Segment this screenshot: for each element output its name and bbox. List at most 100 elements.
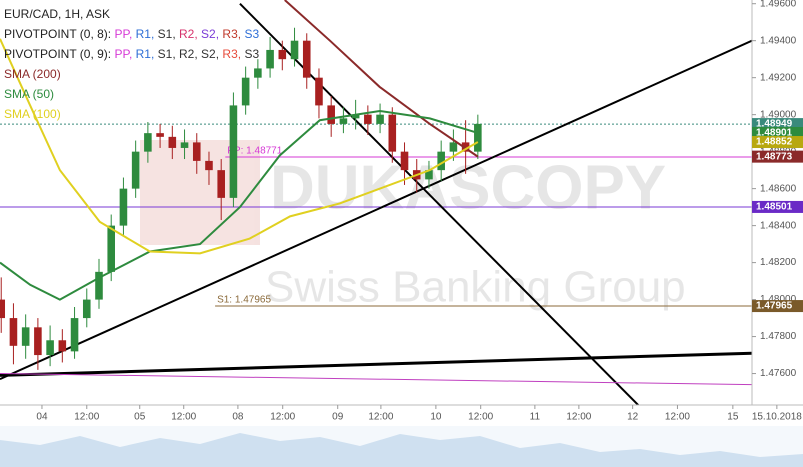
y-axis: 1.496001.494001.492001.490001.488001.486… bbox=[752, 0, 803, 379]
candle-body bbox=[58, 340, 67, 352]
legend-pivot-part: R3, bbox=[222, 47, 241, 61]
sma-line bbox=[0, 38, 479, 255]
price-label-box bbox=[752, 136, 803, 149]
x-tick-label: 05 bbox=[134, 412, 146, 423]
candle-body bbox=[82, 299, 91, 319]
watermark-brand: DUKASCOPY bbox=[270, 153, 666, 222]
legend-pivot-part: R1, bbox=[136, 27, 155, 41]
price-label-box bbox=[752, 150, 803, 163]
candle-body bbox=[388, 114, 397, 152]
y-tick-label: 1.49000 bbox=[760, 109, 797, 120]
candle-body bbox=[425, 170, 433, 180]
price-label: 1.48852 bbox=[756, 137, 793, 148]
candle-body bbox=[461, 142, 470, 152]
candle-body bbox=[229, 105, 238, 198]
x-tick-label: 12:00 bbox=[74, 412, 99, 423]
price-label-box bbox=[752, 200, 803, 213]
legend-pivot-part: S1, bbox=[158, 47, 176, 61]
candle-body bbox=[241, 77, 250, 106]
candle-body bbox=[107, 225, 115, 272]
sma-line bbox=[284, 0, 479, 158]
legend-pivot-part: R1, bbox=[136, 47, 155, 61]
y-tick-label: 1.48200 bbox=[760, 257, 797, 268]
candle-body bbox=[156, 133, 164, 137]
candle-body bbox=[70, 318, 79, 352]
x-tick-label: 12:00 bbox=[171, 412, 196, 423]
price-label: 1.47965 bbox=[756, 301, 793, 312]
y-tick-label: 1.47600 bbox=[760, 368, 797, 379]
legend-pivot-part: PIVOTPOINT (0, 9): bbox=[4, 47, 111, 61]
candle-body bbox=[266, 49, 274, 69]
candle-body bbox=[254, 68, 262, 78]
x-tick-label: 10 bbox=[430, 412, 442, 423]
candle-body bbox=[302, 40, 311, 78]
candle-body bbox=[46, 340, 54, 356]
y-tick-label: 1.49200 bbox=[760, 72, 797, 83]
candle-body bbox=[327, 105, 335, 124]
candle-body bbox=[34, 327, 42, 356]
candle-body bbox=[205, 160, 213, 171]
x-tick-label: 12 bbox=[627, 412, 639, 423]
legend-pivot-part: S3 bbox=[244, 27, 259, 41]
legend-series: SMA (100) bbox=[4, 107, 61, 121]
x-tick-label: 09 bbox=[332, 412, 344, 423]
legend-pivot-part: R3, bbox=[222, 27, 241, 41]
x-tick-label: 12:00 bbox=[566, 412, 591, 423]
legend-pivot: PIVOTPOINT (0, 8): PP, R1, S1, R2, S2, R… bbox=[4, 27, 259, 41]
legend-pivot-part: S2, bbox=[201, 27, 219, 41]
level-label: S1: 1.47965 bbox=[217, 295, 271, 306]
level-label: PP: 1.48771 bbox=[227, 146, 282, 157]
candle-body bbox=[315, 77, 323, 106]
candle-body bbox=[290, 40, 299, 60]
legend-pivot-part: S1, bbox=[158, 27, 176, 41]
legend-title: EUR/CAD, 1H, ASK bbox=[4, 7, 110, 21]
candle-body bbox=[180, 142, 189, 148]
candle-body bbox=[119, 188, 128, 226]
legend-pivot-part: R2, bbox=[179, 27, 198, 41]
candle-body bbox=[168, 136, 177, 148]
legend-pivot-part: PP, bbox=[114, 47, 132, 61]
trend-line bbox=[0, 351, 752, 377]
x-tick-label: 11 bbox=[530, 412, 541, 423]
price-label-box bbox=[752, 300, 803, 313]
candle-body bbox=[339, 118, 348, 124]
legend-pivot-part: S2, bbox=[201, 47, 219, 61]
navigator-area bbox=[0, 433, 803, 467]
x-tick-label: 15 bbox=[727, 412, 739, 423]
candle-body bbox=[474, 123, 482, 152]
legend-pivot-part: R2, bbox=[179, 47, 198, 61]
legend-pivot: PIVOTPOINT (0, 9): PP, R1, S1, R2, S2, R… bbox=[4, 47, 259, 61]
legend-pivot-part: PP, bbox=[114, 27, 132, 41]
trend-line bbox=[0, 373, 752, 386]
y-tick-label: 1.48400 bbox=[760, 220, 797, 231]
x-tick-label: 08 bbox=[232, 412, 244, 423]
x-tick-label: 04 bbox=[36, 412, 48, 423]
sma-line bbox=[0, 109, 479, 301]
x-tick-label: 12:00 bbox=[468, 412, 493, 423]
legend-pivot-part: PIVOTPOINT (0, 8): bbox=[4, 27, 111, 41]
y-tick-label: 1.48000 bbox=[760, 294, 797, 305]
candle-body bbox=[9, 318, 18, 346]
trend-line bbox=[0, 39, 752, 381]
candle-body bbox=[192, 142, 201, 161]
legend-pivot-part: S3 bbox=[244, 47, 259, 61]
candle-body bbox=[144, 133, 152, 152]
y-tick-label: 1.47800 bbox=[760, 331, 797, 342]
candle-body bbox=[21, 327, 30, 346]
price-label-box bbox=[752, 126, 803, 139]
price-label: 1.48773 bbox=[756, 151, 793, 162]
candle-body bbox=[400, 151, 409, 171]
x-axis: 04 12:00 05 12:00 08 12:00 09 12:00 10 12:00 11 12:… bbox=[36, 405, 802, 423]
y-tick-label: 1.49600 bbox=[760, 0, 797, 9]
legend: EUR/CAD, 1H, ASK PIVOTPOINT (0, 8): PP, R… bbox=[4, 7, 259, 121]
x-tick-label: 15.10.2018 bbox=[752, 412, 802, 423]
candle-body bbox=[278, 49, 287, 60]
x-tick-label: 12:00 bbox=[368, 412, 393, 423]
candle-body bbox=[364, 114, 372, 124]
candle-body bbox=[0, 299, 6, 319]
plot-area: PP: 1.48771 S1: 1.47965 bbox=[0, 0, 752, 405]
y-tick-label: 1.48600 bbox=[760, 183, 797, 194]
candle-body bbox=[376, 114, 384, 124]
price-label: 1.48501 bbox=[756, 202, 793, 213]
